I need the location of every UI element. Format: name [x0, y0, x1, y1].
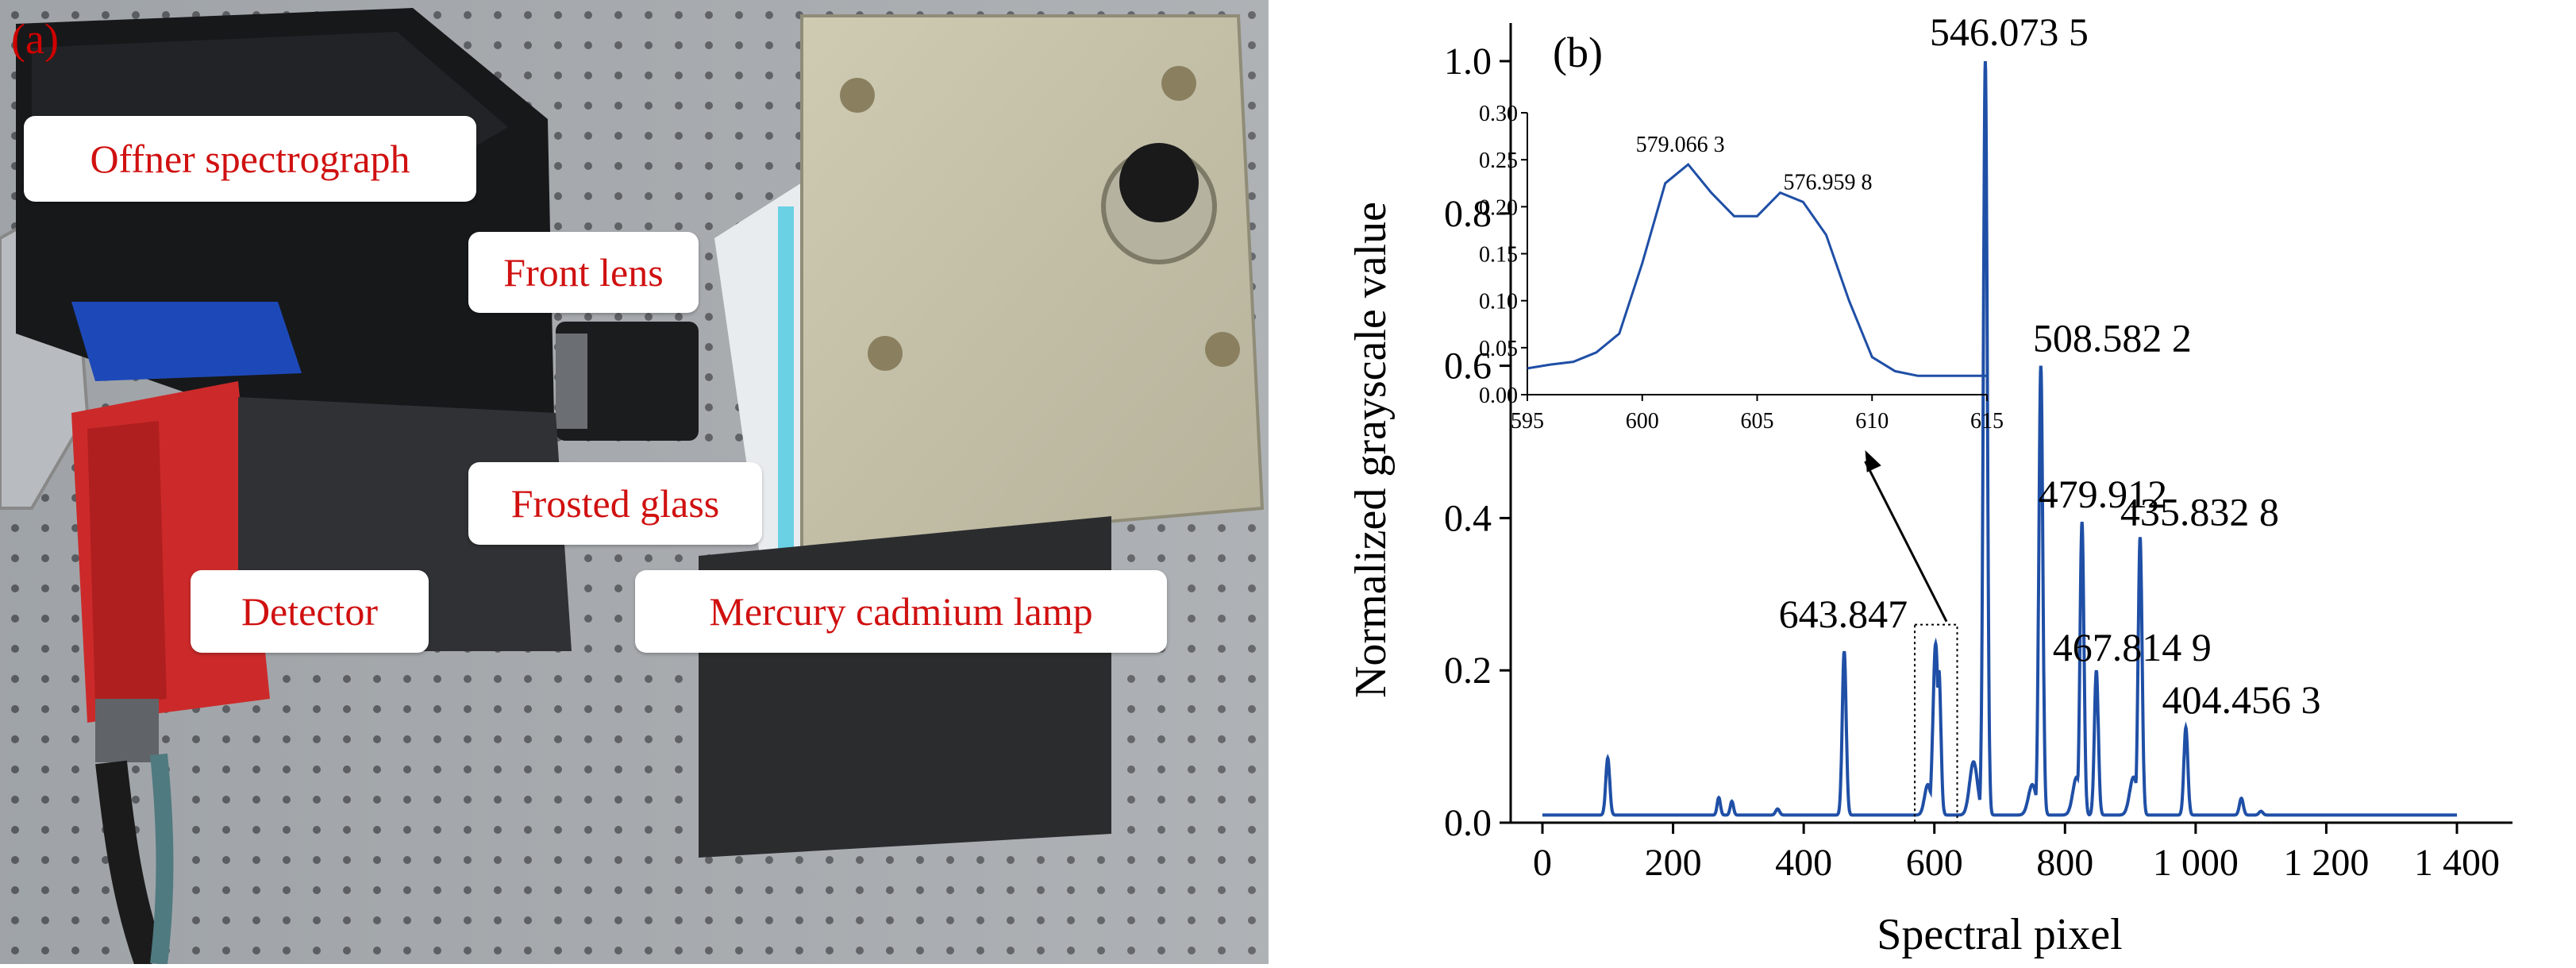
inset-annotations: 579.066 3 576.959 8: [1636, 133, 1873, 195]
zoom-box: [1914, 623, 1958, 823]
y-tick-label: 0.0: [1444, 802, 1492, 844]
x-tick-label: 600: [1906, 842, 1963, 884]
inset-y-tick-label: 0.20: [1479, 195, 1518, 220]
main-axes: [1509, 23, 2512, 824]
spectrum-chart-panel: 0 200 400 600 800 1 000 1 200 1 400 0.0 0.2 0.4 0.6…: [1270, 0, 2576, 964]
inset-y-tick-label: 0.10: [1479, 290, 1518, 314]
inset-chart: 595 600 605 610 615 0.00 0.05 0.10 0.15 0.20 0.25 0…: [1479, 102, 2004, 434]
panel-a-label: (a): [11, 15, 59, 63]
y-axis-label: Normalized grayscale value: [1346, 202, 1396, 698]
peak-label: 508.582 2: [2033, 316, 2192, 361]
x-tick-label: 800: [2036, 842, 2093, 884]
inset-x-tick-label: 610: [1855, 409, 1889, 434]
label-front-lens: Front lens: [468, 232, 699, 313]
inset-x-tick-label: 605: [1741, 409, 1774, 434]
inset-peak-label: 576.959 8: [1783, 171, 1872, 195]
label-frosted-glass: Frosted glass: [468, 462, 762, 545]
inset-x-tick-label: 600: [1626, 409, 1659, 434]
y-tick-label: 0.6: [1444, 345, 1492, 388]
label-detector: Detector: [191, 570, 429, 653]
x-tick-label: 200: [1645, 842, 1702, 884]
zoom-arrow-head: [1865, 450, 1881, 472]
peak-label: 643.847: [1779, 592, 1908, 636]
label-mercury-cadmium-lamp: Mercury cadmium lamp: [635, 570, 1167, 653]
inset-y-tick-label: 0.00: [1479, 384, 1518, 408]
peak-label: 404.456 3: [2162, 677, 2321, 722]
x-tick-label: 1 000: [2153, 842, 2239, 884]
inset-x-tick-label: 595: [1511, 409, 1544, 434]
x-tick-label: 1 200: [2283, 842, 2369, 884]
inset-line: [1527, 162, 1987, 377]
peak-label: 435.832 8: [2120, 489, 2279, 534]
inset-y-tick-label: 0.30: [1479, 102, 1518, 126]
x-tick-label: 400: [1775, 842, 1832, 884]
y-tick-label: 0.2: [1444, 650, 1492, 692]
spectrum-line: [1542, 60, 2457, 817]
inset-y-tick-label: 0.25: [1479, 148, 1518, 173]
blue-mount: [71, 302, 302, 381]
label-offner-spectrograph: Offner spectrograph: [24, 116, 476, 202]
detector-cable: [95, 760, 166, 964]
x-tick-label: 1 400: [2414, 842, 2500, 884]
peak-label: 467.814 9: [2053, 625, 2212, 669]
x-tick-label: 0: [1533, 842, 1552, 884]
peak-label: 546.073 5: [1930, 10, 2089, 54]
inset-y-tick-label: 0.15: [1479, 243, 1518, 268]
peak-label: 479.912: [2039, 472, 2168, 516]
setup-photo: (a) Offner spectrograph Front lens Frost…: [0, 0, 1269, 964]
inset-peak-label: 579.066 3: [1636, 133, 1725, 157]
lower-stage: [699, 516, 1111, 858]
spectrum-chart: 0 200 400 600 800 1 000 1 200 1 400 0.0 0.2 0.4 0.6…: [1346, 10, 2512, 959]
y-tick-label: 0.8: [1444, 193, 1492, 235]
zoom-arrow: [1864, 461, 1948, 623]
inset-y-tick-label: 0.05: [1479, 337, 1518, 361]
y-tick-label: 1.0: [1444, 40, 1492, 83]
inset-ticks: 595 600 605 610 615 0.00 0.05 0.10 0.15 0.20 0.25 0…: [1479, 102, 2004, 434]
front-lens: [556, 322, 699, 441]
main-ticks: 0 200 400 600 800 1 000 1 200 1 400 0.0 0.2 0.4 0.6…: [1444, 40, 2500, 884]
x-axis-label: Spectral pixel: [1877, 910, 2122, 959]
panel-b-label: (b): [1553, 29, 1603, 76]
inset-x-tick-label: 615: [1970, 409, 2004, 434]
y-tick-label: 0.4: [1444, 497, 1492, 539]
